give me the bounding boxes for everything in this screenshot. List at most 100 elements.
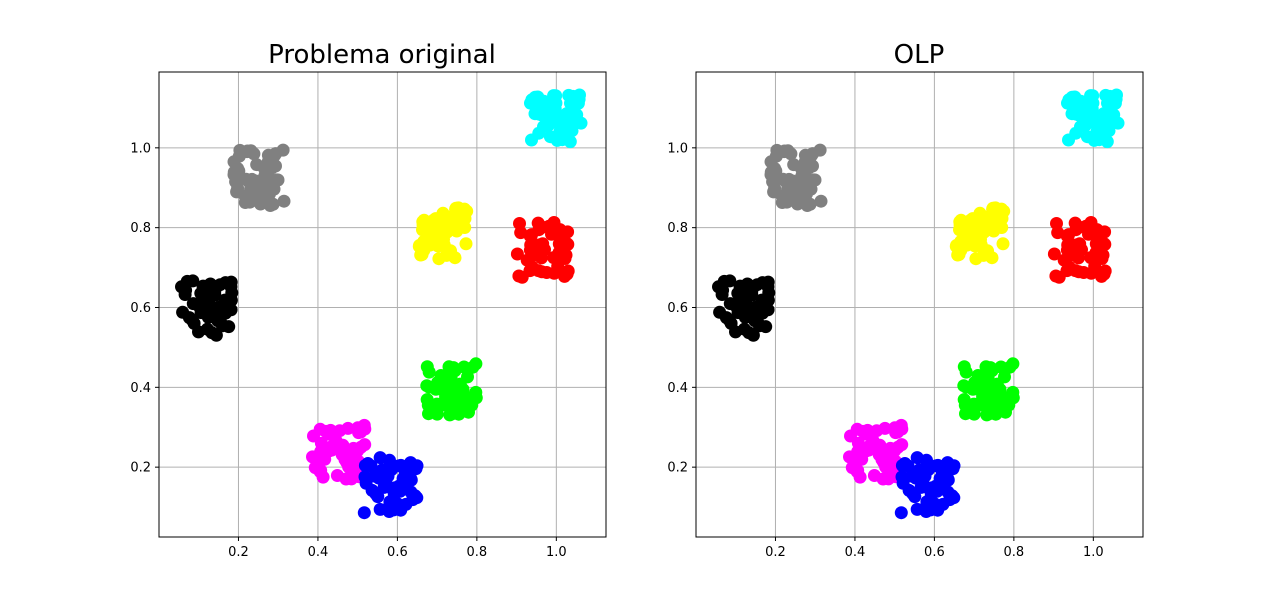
scatter-point: [867, 437, 881, 451]
scatter-point: [959, 365, 973, 379]
scatter-series: [1061, 88, 1125, 149]
axes-frame: [158, 71, 607, 538]
scatter-point: [404, 473, 418, 487]
y-tick-label: 0.8: [667, 221, 688, 236]
scatter-point: [200, 322, 214, 336]
scatter-point: [573, 88, 586, 102]
scatter-series: [306, 418, 373, 486]
scatter-series: [357, 451, 424, 520]
scatter-point: [261, 148, 275, 162]
scatter-point: [330, 437, 344, 451]
scatter-point: [422, 365, 436, 379]
scatter-point: [529, 248, 543, 262]
scatter-point: [322, 427, 336, 441]
scatter-point: [371, 490, 385, 504]
scatter-point: [993, 383, 1007, 396]
scatter-point: [1077, 266, 1091, 279]
scatter-point: [715, 284, 729, 298]
scatter-point: [895, 459, 909, 472]
scatter-point: [510, 247, 524, 261]
scatter-point: [761, 280, 775, 294]
scatter-point: [995, 202, 1008, 216]
x-tick-label: 0.4: [845, 545, 866, 560]
scatter-point: [557, 125, 571, 139]
y-tick-label: 0.2: [667, 461, 688, 476]
scatter-point: [745, 284, 759, 298]
scatter-series: [949, 201, 1011, 266]
scatter-point: [204, 299, 217, 313]
scatter-point: [974, 232, 987, 246]
scatter-point: [775, 196, 789, 209]
scatter-point: [358, 459, 372, 472]
scatter-point: [1065, 90, 1079, 104]
scatter-point: [917, 478, 931, 492]
scatter-point: [941, 473, 955, 487]
scatter-point: [996, 237, 1010, 251]
scatter-point: [546, 102, 560, 116]
scatter-point: [354, 425, 368, 439]
scatter-point: [987, 224, 1001, 238]
scatter-point: [410, 491, 424, 505]
scatter-point: [417, 213, 431, 227]
scatter-point: [881, 472, 895, 486]
scatter-point: [513, 217, 526, 230]
scatter-point: [536, 108, 550, 122]
scatter-point: [458, 202, 471, 216]
scatter-point: [261, 164, 275, 178]
scatter-point: [574, 116, 588, 130]
scatter-point: [404, 456, 418, 470]
scatter-point: [242, 175, 256, 189]
scatter-point: [1060, 264, 1074, 278]
scatter-point: [969, 252, 983, 266]
scatter-point: [276, 143, 290, 157]
scatter-point: [214, 316, 228, 330]
scatter-point: [318, 452, 332, 466]
scatter-point: [270, 173, 284, 187]
scatter-point: [895, 470, 909, 484]
scatter-point: [1003, 360, 1017, 374]
scatter-point: [951, 248, 965, 262]
scatter-point: [1088, 259, 1102, 273]
scatter-point: [466, 360, 480, 374]
scatter-point: [731, 286, 745, 300]
scatter-point: [1099, 88, 1113, 102]
scatter-point: [947, 491, 961, 505]
scatter-point: [546, 224, 560, 238]
scatter-point: [414, 248, 428, 262]
scatter-point: [723, 274, 737, 288]
scatter-point: [983, 209, 996, 223]
scatter-point: [523, 229, 537, 243]
scatter-point: [941, 456, 955, 470]
x-tick-label: 0.8: [467, 545, 488, 560]
scatter-point: [722, 313, 736, 327]
scatter-point: [540, 266, 554, 279]
x-tick-label: 0.2: [765, 545, 786, 560]
scatter-point: [383, 498, 397, 512]
scatter-point: [218, 293, 232, 307]
scatter-point: [891, 440, 905, 454]
scatter-point: [910, 502, 924, 516]
scatter-chart-olp: 0.2 0.4 0.6 0.8 1.0 0.2 0.4 0.6 0.8 1.0 OLP: [667, 40, 1144, 560]
scatter-point: [1073, 108, 1087, 122]
scatter-point: [387, 487, 401, 501]
x-tick-label: 0.6: [387, 545, 408, 560]
scatter-point: [1097, 267, 1111, 281]
scatter-point: [354, 440, 368, 454]
scatter-point: [560, 267, 574, 281]
scatter-point: [807, 173, 821, 187]
scatter-point: [422, 407, 435, 421]
y-tick-label: 0.8: [130, 221, 151, 236]
scatter-point: [464, 393, 478, 407]
scatter-point: [985, 251, 999, 265]
scatter-point: [853, 470, 867, 484]
scatter-point: [1110, 88, 1123, 102]
scatter-point: [380, 478, 394, 492]
scatter-point: [456, 383, 470, 396]
scatter-series: [227, 143, 291, 212]
scatter-chart-problema-original: 0.2 0.4 0.6 0.8 1.0 0.2 0.4 0.6 0.8 1.0 Problema o…: [130, 40, 607, 560]
scatter-point: [1047, 247, 1061, 261]
scatter-point: [1069, 126, 1083, 140]
scatter-point: [194, 286, 208, 300]
scatter-series: [764, 143, 828, 212]
